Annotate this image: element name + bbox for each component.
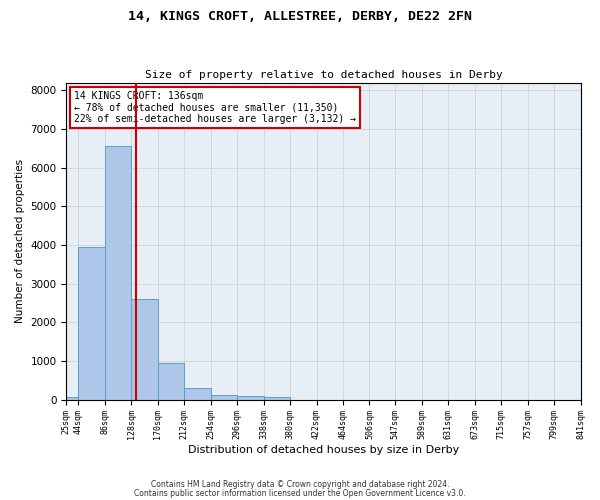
Text: Contains public sector information licensed under the Open Government Licence v3: Contains public sector information licen… — [134, 488, 466, 498]
Title: Size of property relative to detached houses in Derby: Size of property relative to detached ho… — [145, 70, 502, 81]
Bar — [184, 388, 211, 400]
Text: Contains HM Land Registry data © Crown copyright and database right 2024.: Contains HM Land Registry data © Crown c… — [151, 480, 449, 489]
Bar — [67, 397, 79, 400]
Bar — [263, 396, 290, 400]
Bar — [158, 363, 184, 400]
Text: 14 KINGS CROFT: 136sqm
← 78% of detached houses are smaller (11,350)
22% of semi: 14 KINGS CROFT: 136sqm ← 78% of detached… — [74, 90, 356, 124]
Bar — [105, 146, 131, 400]
Bar — [237, 396, 263, 400]
Text: 14, KINGS CROFT, ALLESTREE, DERBY, DE22 2FN: 14, KINGS CROFT, ALLESTREE, DERBY, DE22 … — [128, 10, 472, 23]
X-axis label: Distribution of detached houses by size in Derby: Distribution of detached houses by size … — [188, 445, 459, 455]
Bar — [131, 299, 158, 400]
Y-axis label: Number of detached properties: Number of detached properties — [15, 159, 25, 324]
Bar — [211, 394, 237, 400]
Bar — [79, 247, 105, 400]
